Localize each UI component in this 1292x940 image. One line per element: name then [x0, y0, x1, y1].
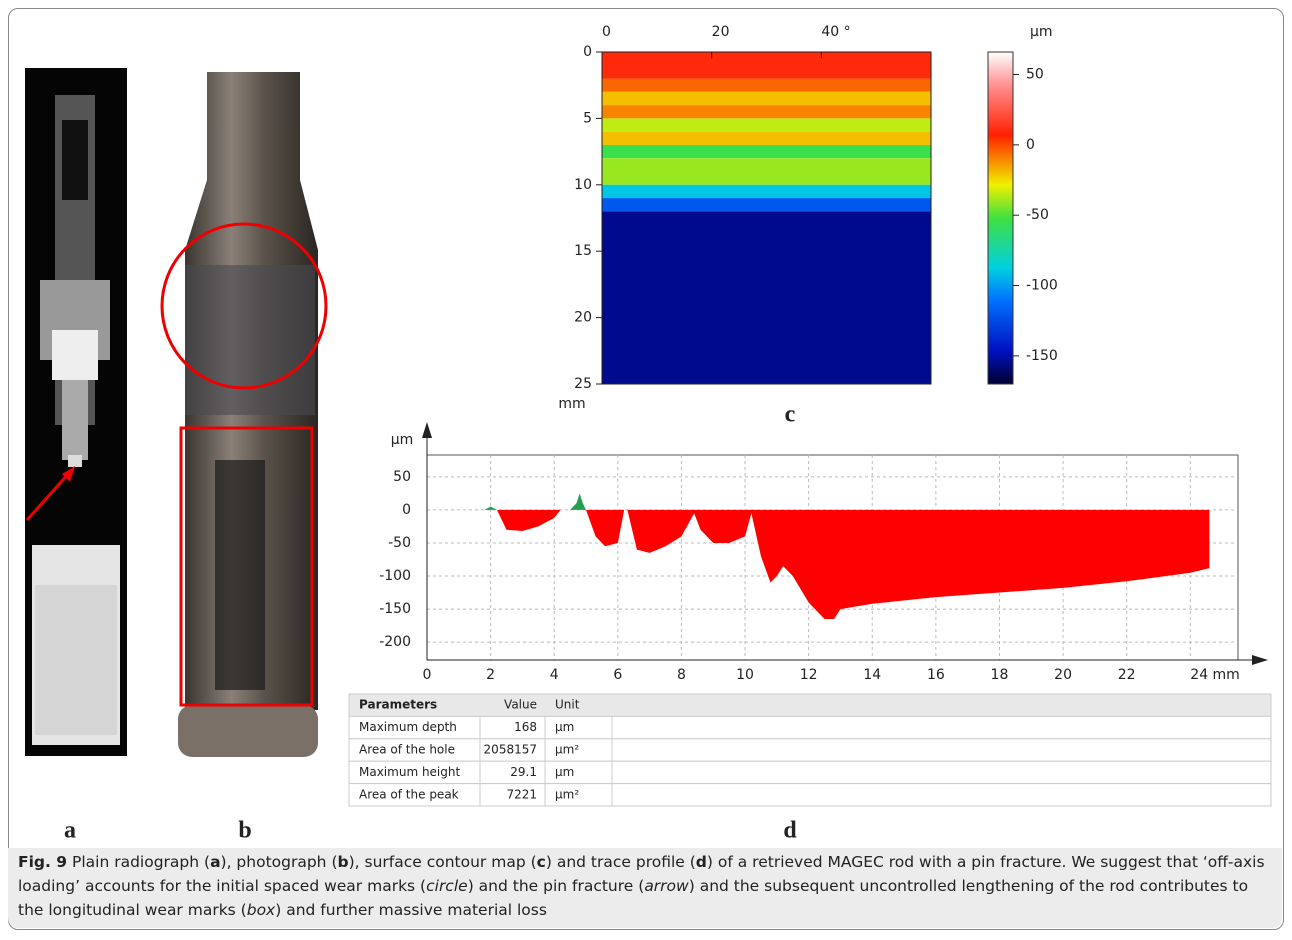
x-tick-label: 0: [602, 24, 611, 40]
x-tick-label: 14: [863, 667, 881, 683]
table-cell: [611, 715, 1272, 740]
y-tick-label: -50: [388, 535, 411, 551]
panel-label: d: [783, 818, 797, 844]
caption-text: arrow: [644, 877, 689, 895]
panel-label: b: [238, 818, 251, 844]
caption-text: b: [337, 853, 349, 871]
caption-text: ), photograph (: [220, 853, 338, 871]
table-cell: [611, 738, 1272, 762]
area-below: [497, 510, 1210, 619]
heat-band: [602, 184, 931, 199]
x-tick-label: 12: [800, 667, 818, 683]
x-tick-label: 2: [486, 667, 495, 683]
caption-text: ) and the pin fracture (: [467, 877, 645, 895]
table-header: Parameters: [359, 698, 437, 712]
caption-text: ) of a retrieved MAGEC rod with a pin fr…: [18, 853, 1265, 895]
table-cell-text: µm²: [555, 743, 579, 757]
colorbar-label: µm: [1030, 24, 1053, 40]
caption-text: Plain radiograph (: [67, 853, 211, 871]
x-tick-label: 8: [677, 667, 686, 683]
caption-text: ) and further massive material loss: [275, 901, 547, 919]
x-tick-label: 18: [991, 667, 1009, 683]
table-cell-text: Area of the peak: [359, 787, 459, 801]
axis-arrow: [422, 422, 432, 438]
figure-frame: [8, 8, 1284, 930]
panel-label: a: [64, 818, 76, 844]
colorbar-tick-label: -150: [1026, 348, 1058, 364]
rod-photo: [160, 72, 328, 757]
caption-text: d: [695, 853, 707, 871]
radiograph: [25, 68, 127, 756]
heat-band: [602, 118, 931, 132]
panel-label: c: [785, 402, 796, 428]
caption-text: ) and trace profile (: [545, 853, 696, 871]
caption-text: ), surface contour map (: [348, 853, 537, 871]
x-tick-label: 6: [613, 667, 622, 683]
x-tick-label: 40 °: [821, 24, 850, 40]
table-cell-text: µm²: [555, 787, 579, 801]
x-tick-label: 22: [1118, 667, 1136, 683]
x-tick-label: 4: [550, 667, 559, 683]
caption-text: box: [246, 901, 276, 919]
caption-text: circle: [426, 877, 468, 895]
heat-band: [602, 158, 931, 185]
y-axis-label: mm: [558, 396, 585, 412]
caption-label: Fig. 9: [18, 853, 68, 871]
table-cell-text: 2058157: [484, 743, 537, 757]
table-cell-text: 29.1: [510, 765, 537, 779]
table-cell: [611, 760, 1272, 785]
y-tick-label: 0: [583, 44, 592, 60]
table-cell-text: Maximum height: [359, 765, 460, 779]
y-axis-label: µm: [391, 432, 414, 448]
x-tick-label: 0: [423, 667, 432, 683]
y-tick-label: 15: [574, 243, 592, 259]
table-header: Unit: [555, 698, 580, 712]
x-tick-label: 20: [712, 24, 730, 40]
x-tick-label: 24 mm: [1190, 667, 1240, 683]
table-header-bg: [348, 693, 1272, 717]
table-cell-text: 7221: [506, 787, 537, 801]
table-cell-text: Maximum depth: [359, 720, 457, 734]
table-cell-text: µm: [555, 765, 574, 779]
table-header: Value: [504, 698, 537, 712]
caption: Fig. 9 Plain radiograph (a), photograph …: [8, 848, 1282, 928]
table-cell-text: 168: [514, 720, 537, 734]
colorbar-tick-label: 0: [1026, 137, 1035, 153]
y-tick-label: 5: [583, 110, 592, 126]
x-tick-label: 10: [736, 667, 754, 683]
heat-band: [602, 105, 931, 119]
y-tick-label: 0: [402, 502, 411, 518]
axis-arrow: [1252, 655, 1268, 665]
heat-band: [602, 78, 931, 92]
caption-text: ) and the subsequent uncontrolled length…: [18, 877, 1249, 919]
y-tick-label: 20: [574, 310, 592, 326]
table-cell-text: Area of the hole: [359, 743, 455, 757]
heat-band: [602, 144, 931, 159]
colorbar-tick-label: -50: [1026, 207, 1049, 223]
heat-band: [602, 131, 931, 145]
plot-frame: [601, 51, 932, 385]
colorbar-tick-label: 50: [1026, 67, 1044, 83]
caption-text: a: [210, 853, 221, 871]
y-tick-label: 10: [574, 177, 592, 193]
y-tick-label: -150: [379, 601, 411, 617]
x-tick-label: 16: [927, 667, 945, 683]
heat-band: [602, 52, 931, 79]
colorbar: [987, 51, 1014, 385]
heat-band: [602, 211, 931, 384]
y-tick-label: 25: [574, 376, 592, 392]
heat-band: [602, 91, 931, 106]
heat-band: [602, 198, 931, 212]
caption-text: c: [536, 853, 546, 871]
colorbar-tick-label: -100: [1026, 278, 1058, 294]
x-tick-label: 20: [1054, 667, 1072, 683]
table-cell-text: µm: [555, 720, 574, 734]
y-tick-label: 50: [393, 469, 411, 485]
y-tick-label: -200: [379, 634, 411, 650]
y-tick-label: -100: [379, 568, 411, 584]
table-cell: [611, 783, 1272, 807]
